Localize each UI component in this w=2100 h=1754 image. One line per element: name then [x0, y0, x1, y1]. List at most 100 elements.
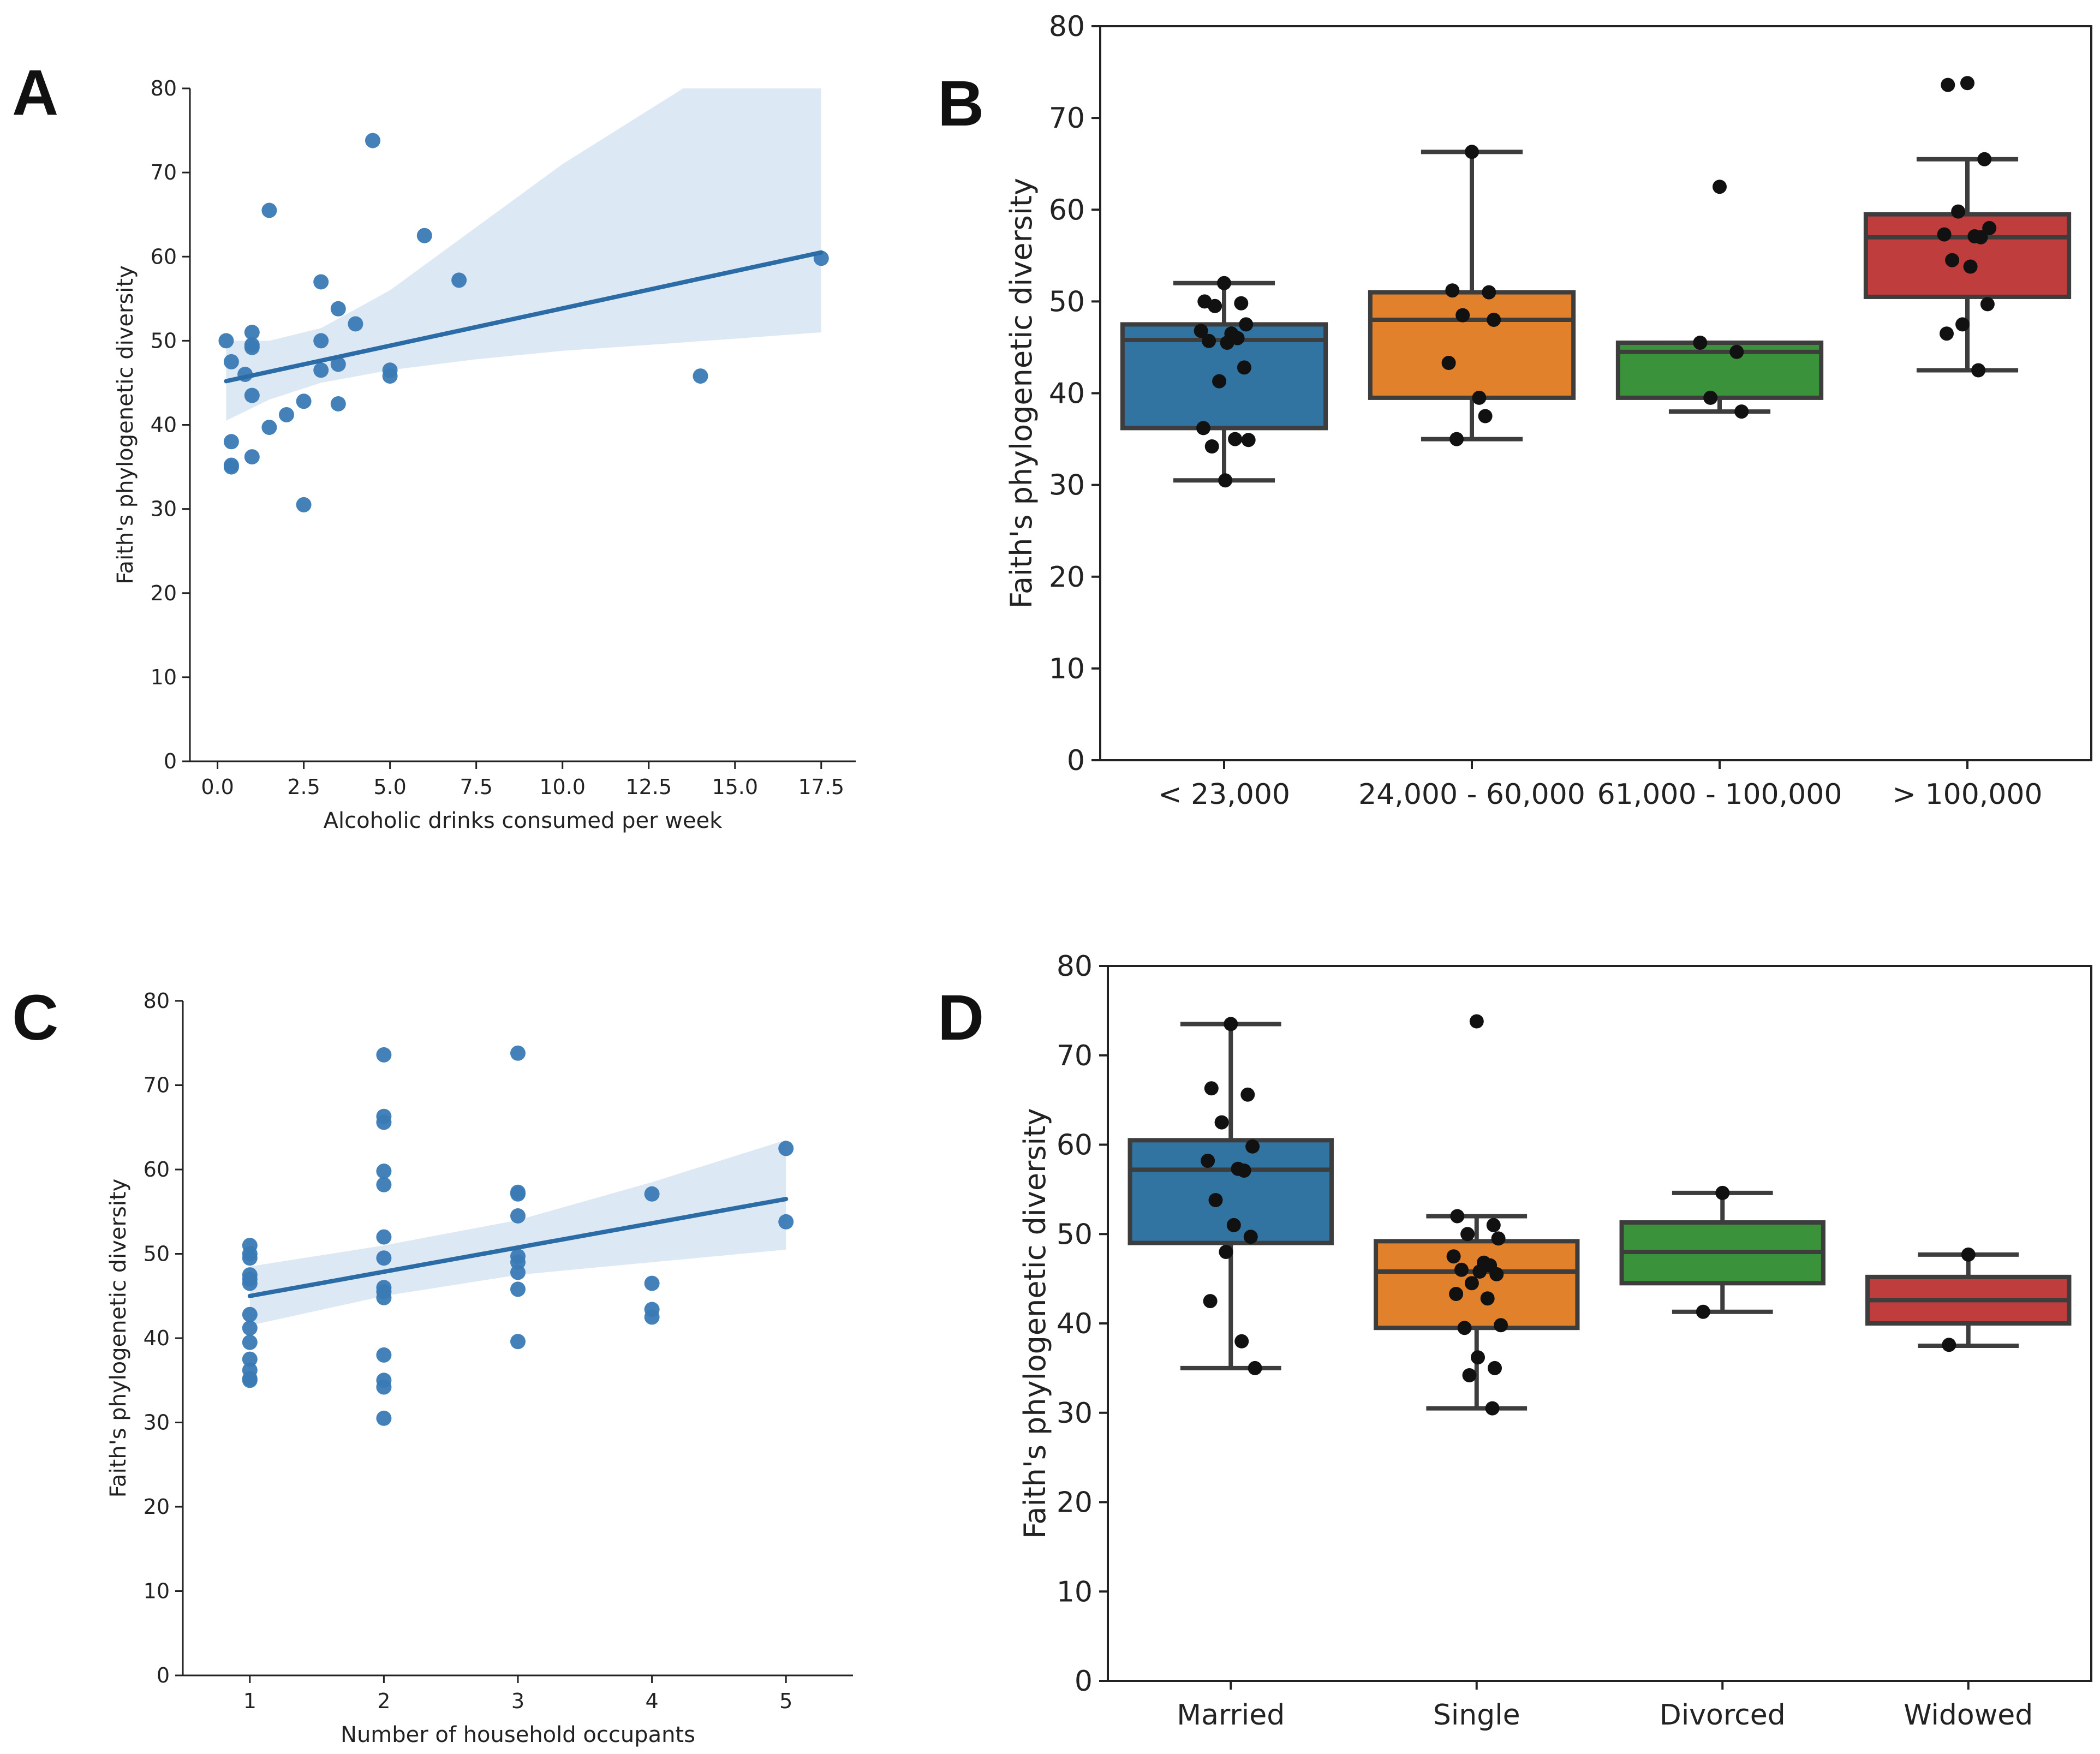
strip-point	[1472, 1264, 1487, 1279]
data-point	[376, 1114, 392, 1130]
strip-point	[1450, 1209, 1465, 1224]
box-chart-marital-status: Married Single Divorced Widowed 0 10 20 30 40 50 6…	[1018, 950, 2092, 1732]
strip-point	[1455, 308, 1470, 323]
strip-point	[1478, 409, 1493, 423]
y-tick-label: 70	[151, 160, 177, 184]
y-tick-label: 60	[144, 1158, 170, 1182]
strip-point	[1218, 473, 1233, 488]
strip-point	[1201, 1154, 1215, 1168]
data-point	[416, 228, 432, 243]
strip-point	[1237, 1164, 1251, 1178]
x-tick-label: Widowed	[1904, 1699, 2033, 1732]
strip-point	[1460, 1227, 1475, 1242]
y-tick-label: 30	[151, 497, 177, 521]
y-tick-label: 50	[151, 329, 177, 353]
strip-point	[1693, 336, 1708, 350]
box-group	[1368, 145, 1576, 446]
panel-label-a: A	[12, 57, 58, 129]
strip-point	[1441, 356, 1456, 370]
data-point	[778, 1141, 794, 1156]
y-tick-label: 50	[1057, 1218, 1093, 1251]
x-tick-label: 5.0	[373, 775, 406, 799]
y-axis-label: Faith's phylogenetic diversity	[113, 265, 138, 584]
strip-point	[1214, 1115, 1229, 1130]
box-group	[1865, 1247, 2072, 1352]
scatter-chart-household: 0 10 20 30 40 50 60 70 80 1 2 3 4 5 Number of househol…	[106, 989, 853, 1747]
data-point	[218, 333, 234, 349]
y-tick-label: 10	[1057, 1576, 1093, 1608]
x-tick-label: 24,000 - 60,000	[1358, 778, 1585, 811]
x-axis-label: Alcoholic drinks consumed per week	[324, 808, 723, 833]
confidence-band	[226, 88, 821, 421]
data-point	[451, 272, 467, 288]
data-point	[693, 368, 708, 384]
box-group	[1863, 76, 2072, 378]
x-tick-label: 5	[779, 1689, 792, 1713]
y-tick-label: 30	[144, 1411, 170, 1435]
strip-point	[1980, 297, 1995, 312]
y-tick-label: 40	[144, 1326, 170, 1350]
strip-point	[1196, 421, 1210, 435]
strip-point	[1457, 1321, 1472, 1335]
data-point	[510, 1281, 526, 1297]
y-axis-label: Faith's phylogenetic diversity	[106, 1179, 131, 1498]
strip-point	[1243, 1230, 1258, 1244]
data-point	[376, 1290, 392, 1305]
y-tick-label: 70	[1057, 1040, 1093, 1072]
strip-point	[1491, 1231, 1506, 1246]
y-tick-label: 50	[1049, 285, 1085, 318]
x-tick-label: 15.0	[712, 775, 758, 799]
strip-point	[1494, 1318, 1508, 1333]
x-tick-label: 12.5	[625, 775, 672, 799]
x-tick-label: < 23,000	[1158, 778, 1290, 811]
y-tick-label: 0	[157, 1663, 170, 1687]
strip-point	[1226, 1218, 1241, 1232]
x-tick-label: Married	[1177, 1699, 1285, 1732]
strip-point	[1482, 285, 1496, 300]
y-tick-label: 10	[144, 1579, 170, 1603]
box	[1368, 290, 1576, 400]
y-tick-label: 40	[1049, 378, 1085, 410]
x-tick-label: 1	[243, 1689, 256, 1713]
strip-point	[1471, 1350, 1485, 1365]
data-point	[242, 1306, 258, 1322]
strip-point	[1729, 344, 1744, 359]
y-tick-label: 10	[1049, 653, 1085, 685]
strip-point	[1245, 1139, 1260, 1154]
strip-point	[1449, 1287, 1464, 1301]
y-tick-label: 20	[1057, 1487, 1093, 1519]
strip-point	[1488, 1361, 1502, 1375]
x-axis-label: Number of household occupants	[341, 1722, 695, 1747]
x-tick-label: 61,000 - 100,000	[1597, 778, 1842, 811]
panel-label-c: C	[12, 982, 58, 1054]
data-point	[223, 434, 239, 450]
data-point	[279, 407, 294, 422]
data-point	[510, 1334, 526, 1350]
y-tick-label: 40	[1057, 1308, 1093, 1340]
box	[1374, 1239, 1580, 1331]
y-axis-label: Faith's phylogenetic diversity	[1004, 178, 1039, 608]
data-point	[244, 387, 260, 403]
strip-point	[1445, 283, 1460, 298]
data-point	[644, 1309, 660, 1325]
x-tick-label: > 100,000	[1892, 778, 2042, 811]
strip-point	[1951, 204, 1966, 219]
box-group	[1374, 1014, 1580, 1416]
x-tick-label: 0.0	[201, 775, 234, 799]
y-tick-label: 30	[1049, 469, 1085, 502]
data-point	[644, 1186, 660, 1202]
box-group	[1615, 180, 1824, 419]
data-point	[242, 1373, 258, 1388]
panel-label-b: B	[938, 68, 984, 140]
data-point	[313, 362, 329, 378]
regression-line	[247, 1197, 789, 1298]
strip-point	[1960, 76, 1974, 91]
data-point	[244, 325, 260, 340]
panel-label-d: D	[938, 982, 984, 1054]
data-point	[348, 316, 363, 332]
strip-point	[1942, 1338, 1956, 1352]
strip-point	[1715, 1185, 1730, 1200]
strip-point	[1454, 1262, 1469, 1277]
strip-point	[1204, 439, 1219, 454]
